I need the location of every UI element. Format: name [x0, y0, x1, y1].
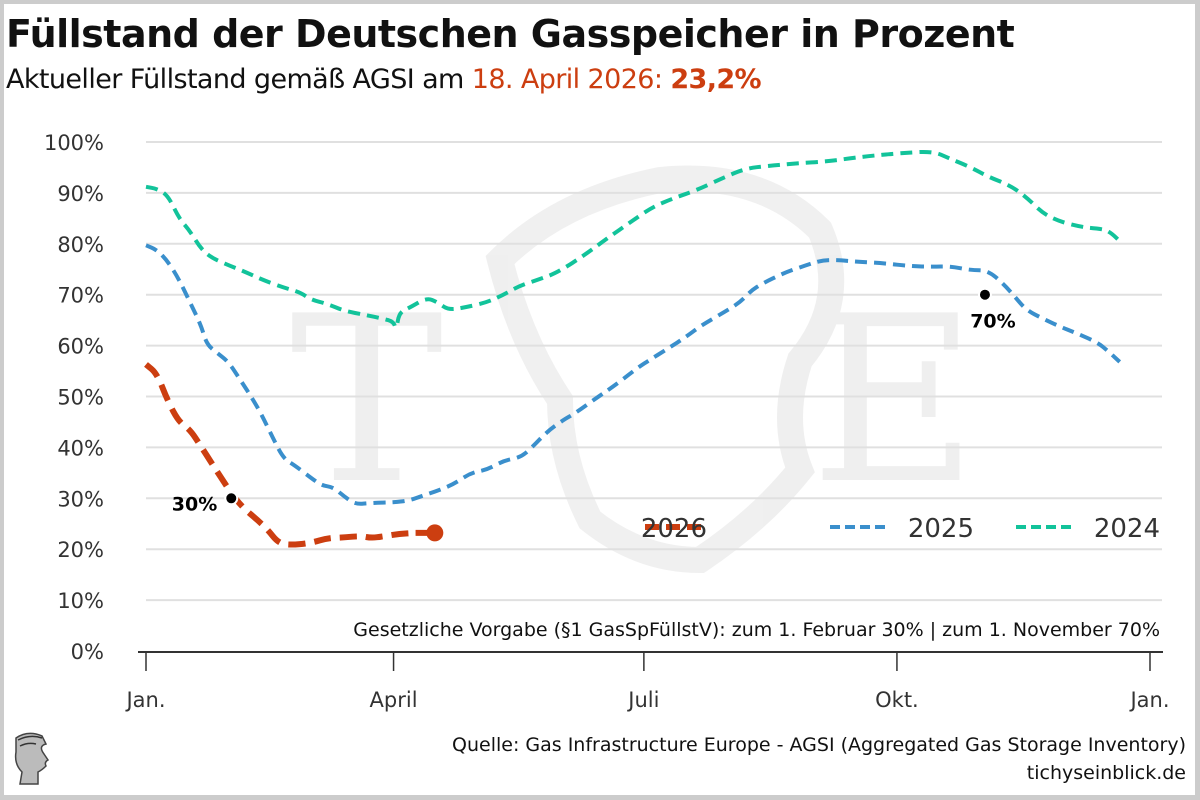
x-tick-label: Juli [626, 688, 659, 712]
y-tick-label: 80% [57, 233, 104, 257]
x-tick-label: Jan. [124, 688, 165, 712]
subtitle-prefix: Aktueller Füllstand gemäß AGSI am [6, 64, 472, 95]
chart-frame [4, 4, 1195, 795]
watermark-letter-t: T [290, 268, 443, 535]
x-axis: Jan. April Juli Okt. Jan. [124, 651, 1170, 712]
chart-subtitle: Aktueller Füllstand gemäß AGSI am 18. Ap… [6, 64, 762, 95]
y-tick-label: 10% [57, 589, 104, 613]
legend-label-2025: 2025 [908, 514, 974, 544]
subtitle-current-value: 23,2% [670, 64, 762, 95]
series-lines [144, 149, 1124, 548]
annotations: 30% 70% Gesetzliche Vorgabe (§1 GasSpFülls… [172, 287, 1160, 641]
series-line-2025 [145, 243, 1122, 506]
x-tick-label: Jan. [1128, 688, 1169, 712]
legend: 2026 2025 2024 [641, 514, 1160, 544]
subtitle-date: 18. April 2026: [471, 64, 671, 95]
watermark-letter-e: E [810, 268, 978, 535]
x-tick-label: Okt. [875, 688, 919, 712]
current-value-marker [426, 524, 444, 542]
y-tick-label: 100% [44, 131, 104, 155]
target-marker-70 [977, 287, 992, 302]
target-label-70: 70% [970, 311, 1015, 333]
y-tick-label: 50% [57, 386, 104, 410]
series-line-2026 [144, 362, 416, 548]
legal-requirement-note: Gesetzliche Vorgabe (§1 GasSpFüllstV): z… [353, 619, 1160, 641]
target-label-30: 30% [172, 493, 217, 515]
legend-label-2024: 2024 [1094, 514, 1160, 544]
y-tick-label: 30% [57, 487, 104, 511]
y-tick-label: 60% [57, 335, 104, 359]
y-tick-label: 20% [57, 538, 104, 562]
chart-title: Füllstand der Deutschen Gasspeicher in P… [6, 12, 1015, 56]
watermark-head-icon [485, 165, 845, 574]
y-axis: 0% 10% 20% 30% 40% 50% 60% 70% 80% 90% 100% [44, 131, 104, 664]
target-marker-30 [224, 491, 239, 506]
mercury-head-logo-icon [14, 732, 50, 785]
watermark-logo: T E [290, 165, 978, 574]
y-tick-label: 40% [57, 436, 104, 460]
gridlines [146, 141, 1162, 602]
y-tick-label: 70% [57, 284, 104, 308]
y-tick-label: 0% [71, 640, 104, 664]
source-text: Quelle: Gas Infrastructure Europe - AGSI… [452, 734, 1186, 756]
site-text: tichyseinblick.de [1026, 762, 1186, 784]
series-line-2024 [145, 149, 1124, 330]
x-tick-label: April [370, 688, 418, 712]
legend-label-2026: 2026 [641, 514, 707, 544]
y-tick-label: 90% [57, 182, 104, 206]
